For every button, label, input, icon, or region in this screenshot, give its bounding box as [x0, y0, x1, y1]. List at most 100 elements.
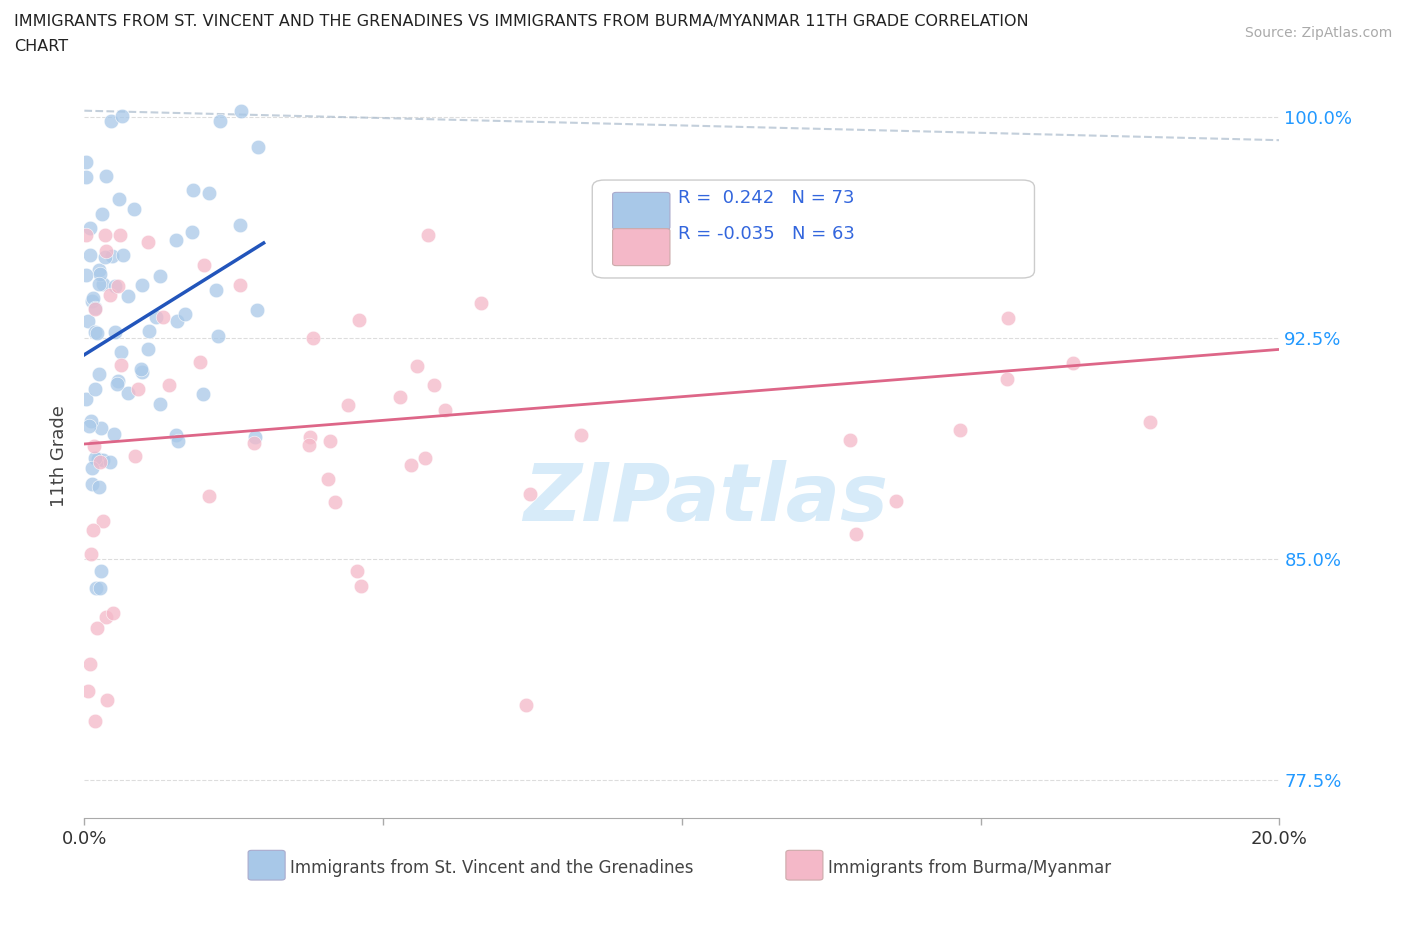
Point — [75, 154, 97, 169]
Point — [886, 494, 908, 509]
Point — [96, 168, 118, 183]
Point — [84, 581, 107, 596]
Point — [997, 311, 1019, 325]
Text: R =  0.242   N = 73: R = 0.242 N = 73 — [678, 189, 855, 207]
Point — [108, 227, 131, 242]
Point — [152, 310, 174, 325]
Point — [79, 414, 101, 429]
Point — [298, 438, 321, 453]
Point — [112, 247, 135, 262]
Point — [138, 324, 160, 339]
Point — [84, 301, 107, 316]
FancyBboxPatch shape — [592, 180, 1035, 278]
Point — [316, 472, 339, 486]
Point — [193, 258, 215, 272]
Point — [111, 109, 134, 124]
Text: Immigrants from Burma/Myanmar: Immigrants from Burma/Myanmar — [828, 858, 1111, 877]
Point — [103, 427, 125, 442]
Point — [89, 480, 111, 495]
Point — [79, 546, 101, 561]
Point — [418, 227, 440, 242]
Point — [166, 313, 188, 328]
Point — [82, 294, 104, 309]
Point — [197, 489, 219, 504]
Point — [86, 620, 108, 635]
Point — [811, 263, 834, 278]
Point — [87, 263, 110, 278]
Point — [107, 374, 129, 389]
Text: CHART: CHART — [14, 39, 67, 54]
Point — [165, 427, 187, 442]
Point — [80, 460, 103, 475]
Point — [136, 234, 159, 249]
Point — [699, 231, 721, 246]
Point — [138, 342, 160, 357]
Point — [389, 390, 412, 405]
Point — [165, 232, 187, 247]
Point — [470, 296, 492, 311]
Point — [117, 386, 139, 401]
Point — [90, 421, 112, 436]
Point — [127, 382, 149, 397]
Point — [89, 267, 111, 282]
Point — [91, 452, 114, 467]
FancyBboxPatch shape — [786, 850, 823, 880]
Point — [91, 514, 114, 529]
Point — [96, 244, 118, 259]
Point — [434, 403, 457, 418]
Point — [94, 609, 117, 624]
FancyBboxPatch shape — [613, 193, 671, 230]
Point — [1062, 356, 1084, 371]
Point — [1139, 415, 1161, 430]
Point — [90, 564, 112, 578]
Point — [188, 355, 211, 370]
Point — [91, 206, 114, 221]
Point — [149, 396, 172, 411]
Point — [129, 362, 152, 377]
Point — [83, 381, 105, 396]
Point — [75, 392, 97, 406]
Point — [298, 430, 321, 445]
Point — [96, 692, 118, 707]
Point — [107, 279, 129, 294]
Point — [79, 247, 101, 262]
Y-axis label: 11th Grade: 11th Grade — [51, 405, 69, 507]
Point — [98, 287, 121, 302]
Point — [76, 313, 98, 328]
Point — [87, 366, 110, 381]
Point — [84, 300, 107, 315]
Point — [131, 277, 153, 292]
Point — [205, 283, 228, 298]
Point — [246, 302, 269, 317]
Point — [569, 427, 592, 442]
Text: IMMIGRANTS FROM ST. VINCENT AND THE GRENADINES VS IMMIGRANTS FROM BURMA/MYANMAR : IMMIGRANTS FROM ST. VINCENT AND THE GREN… — [14, 14, 1029, 29]
Point — [77, 418, 100, 433]
Point — [229, 218, 252, 232]
Point — [84, 451, 107, 466]
Point — [423, 378, 446, 392]
Point — [100, 113, 122, 128]
Point — [995, 372, 1018, 387]
Point — [94, 227, 117, 242]
Point — [319, 433, 342, 448]
Point — [247, 140, 270, 154]
Point — [949, 422, 972, 437]
Point — [87, 276, 110, 291]
Point — [110, 345, 132, 360]
Point — [86, 326, 108, 340]
Point — [83, 713, 105, 728]
Point — [122, 202, 145, 217]
Point — [75, 227, 97, 242]
Point — [93, 250, 115, 265]
Point — [845, 526, 868, 541]
Point — [87, 452, 110, 467]
Point — [519, 486, 541, 501]
Point — [80, 476, 103, 491]
Text: Immigrants from St. Vincent and the Grenadines: Immigrants from St. Vincent and the Gren… — [290, 858, 693, 877]
Point — [346, 564, 368, 578]
Point — [191, 387, 214, 402]
Point — [350, 578, 373, 593]
Point — [104, 279, 127, 294]
Point — [75, 268, 97, 283]
Point — [149, 269, 172, 284]
